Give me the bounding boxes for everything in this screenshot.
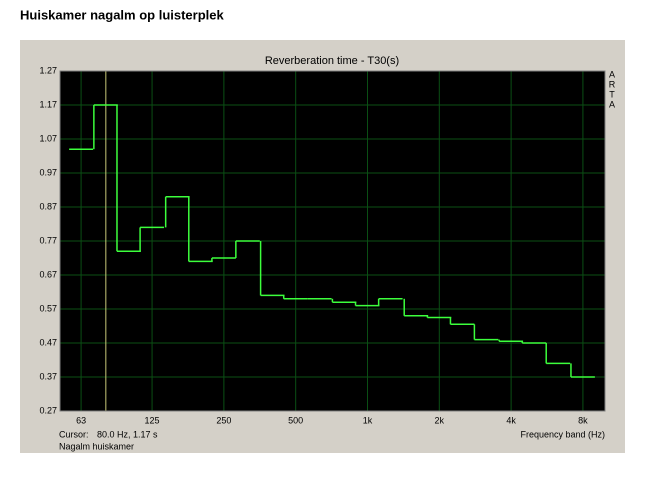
chart-title: Reverberation time - T30(s) [265, 55, 399, 67]
y-tick-label: 0.27 [39, 405, 57, 415]
y-tick-label: 1.17 [39, 99, 57, 109]
x-tick-label: 250 [216, 415, 231, 425]
x-tick-label: 2k [435, 415, 445, 425]
cursor-text: 80.0 Hz, 1.17 s [97, 429, 158, 439]
brand-letter: A [609, 99, 615, 109]
x-tick-label: 1k [363, 415, 373, 425]
x-tick-label: 63 [76, 415, 86, 425]
y-tick-label: 0.57 [39, 303, 57, 313]
x-tick-label: 500 [288, 415, 303, 425]
x-tick-label: 4k [506, 415, 516, 425]
brand-letter: A [609, 69, 615, 79]
cursor-label: Cursor: [59, 429, 89, 439]
brand-letter: T [609, 89, 615, 99]
y-tick-label: 0.67 [39, 269, 57, 279]
series-label: Nagalm huiskamer [59, 441, 134, 451]
x-tick-label: 8k [578, 415, 588, 425]
y-tick-label: 0.97 [39, 167, 57, 177]
x-tick-label: 125 [145, 415, 160, 425]
brand-letter: R [609, 79, 616, 89]
x-axis-label: Frequency band (Hz) [520, 429, 605, 439]
y-tick-label: 0.77 [39, 235, 57, 245]
y-tick-label: 1.07 [39, 133, 57, 143]
page-title: Huiskamer nagalm op luisterplek [20, 7, 225, 22]
y-tick-label: 0.37 [39, 371, 57, 381]
y-tick-label: 1.27 [39, 65, 57, 75]
y-tick-label: 0.47 [39, 337, 57, 347]
y-tick-label: 0.87 [39, 201, 57, 211]
plot-border [59, 70, 606, 412]
